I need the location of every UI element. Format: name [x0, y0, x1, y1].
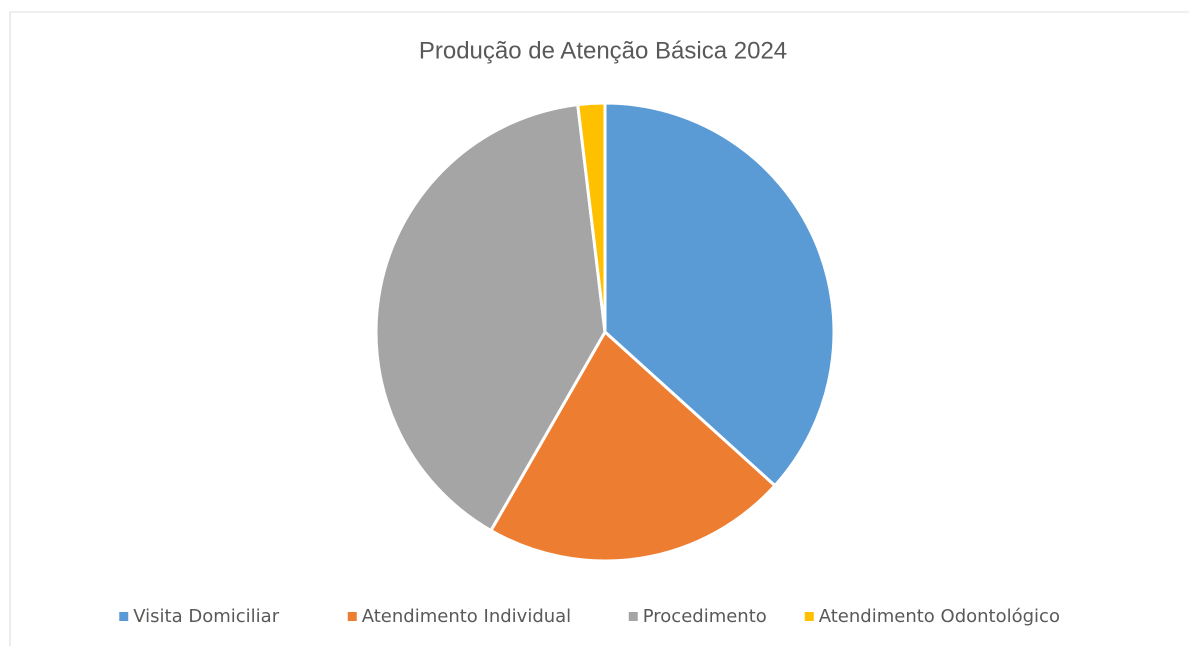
legend-swatch — [347, 612, 357, 621]
pie-slice — [374, 102, 607, 533]
legend-swatch — [119, 612, 129, 621]
legend-swatch — [804, 612, 814, 621]
legend-label: Procedimento — [643, 606, 767, 627]
chart-title: Produção de Atenção Básica 2024 — [419, 37, 787, 64]
legend-swatch — [628, 612, 638, 621]
legend-label: Atendimento Odontológico — [819, 606, 1060, 627]
legend-label: Visita Domiciliar — [133, 606, 279, 627]
pie-slice — [603, 101, 836, 488]
pie-slice — [488, 329, 777, 563]
legend-label: Atendimento Individual — [362, 606, 571, 627]
pie-slice — [576, 101, 607, 333]
